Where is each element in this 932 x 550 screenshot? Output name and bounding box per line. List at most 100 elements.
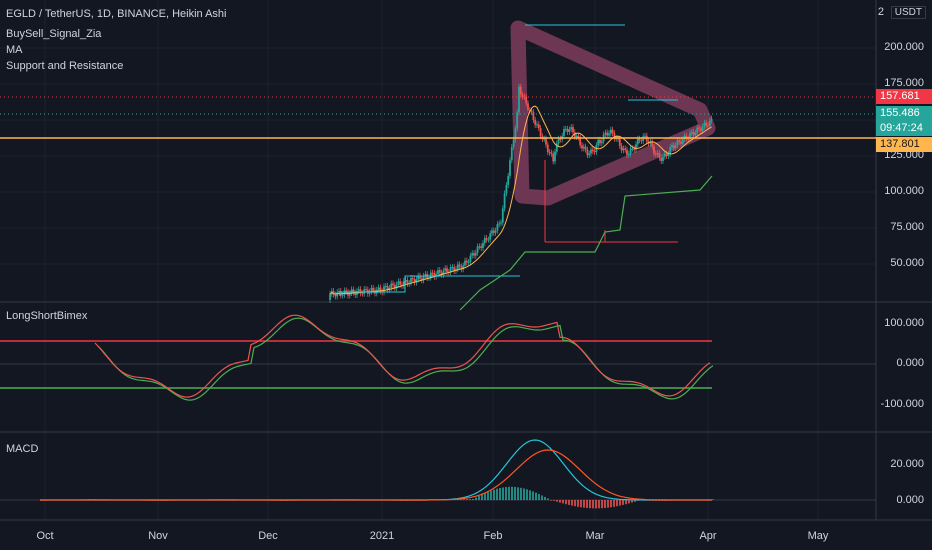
candle	[667, 154, 670, 157]
macd-bar	[520, 487, 522, 500]
candle	[456, 264, 459, 269]
candle	[417, 275, 420, 280]
candle	[424, 274, 427, 276]
candle	[554, 151, 556, 162]
currency-button[interactable]: USDT	[890, 6, 926, 19]
candle	[501, 208, 504, 223]
candle	[710, 118, 713, 121]
candle	[420, 278, 423, 281]
candle	[626, 149, 628, 155]
candle	[379, 287, 382, 292]
macd-bar	[634, 500, 636, 502]
candle	[604, 132, 607, 135]
macd-bar	[622, 500, 624, 505]
macd-bar	[556, 500, 558, 502]
candle	[608, 133, 610, 136]
candle	[618, 138, 621, 146]
candle	[530, 110, 533, 113]
macd-bar	[475, 497, 477, 500]
macd-bar	[586, 500, 588, 508]
symbol-title[interactable]: EGLD / TetherUS, 1D, BINANCE, Heikin Ash…	[6, 8, 227, 20]
candle	[649, 142, 652, 144]
candle	[674, 145, 677, 149]
candle	[487, 239, 490, 241]
candle	[514, 128, 517, 140]
time-label: Feb	[483, 530, 503, 542]
macd-bar	[523, 488, 525, 500]
macd-bar	[604, 500, 606, 508]
candle	[411, 278, 414, 280]
price-tick: 100.000	[884, 185, 924, 197]
candle	[606, 132, 609, 136]
osc-tick: -100.000	[880, 398, 924, 410]
macd-bar	[505, 487, 507, 500]
candle	[708, 120, 711, 126]
candle	[519, 86, 522, 95]
candle	[494, 230, 497, 233]
candle	[518, 86, 520, 113]
candle	[431, 272, 434, 274]
candle	[573, 132, 576, 137]
candle	[557, 138, 560, 144]
candle	[572, 127, 574, 133]
candle	[406, 279, 409, 284]
candle	[338, 291, 340, 293]
candle	[498, 223, 501, 225]
candle	[359, 289, 362, 294]
candle	[483, 238, 486, 244]
macd-bar	[463, 499, 465, 500]
candle	[629, 148, 632, 154]
candle	[550, 152, 553, 154]
candle	[620, 145, 623, 151]
candle	[545, 138, 547, 145]
candle	[465, 260, 468, 263]
candle	[582, 146, 585, 149]
candle	[568, 129, 571, 132]
candle	[496, 224, 499, 231]
oscillator-title[interactable]: LongShortBimex	[6, 310, 88, 322]
candle	[644, 135, 646, 137]
candle	[491, 230, 493, 234]
candle	[665, 153, 668, 157]
macd-bar	[550, 500, 552, 501]
candle	[460, 266, 463, 270]
macd-bar	[511, 486, 513, 500]
macd-bar	[601, 500, 603, 509]
candle	[370, 287, 373, 292]
candle	[438, 270, 441, 273]
candle	[482, 243, 484, 248]
candle	[469, 255, 472, 262]
candle	[640, 140, 643, 142]
candle	[392, 283, 394, 286]
candle	[662, 156, 664, 161]
price-tick: 125.000	[884, 149, 924, 161]
candle	[600, 141, 603, 144]
macd-bar	[580, 500, 582, 508]
candle	[579, 137, 582, 146]
candle	[539, 128, 542, 137]
candle	[546, 144, 549, 152]
candle	[489, 233, 492, 240]
candle	[676, 140, 679, 146]
candle	[681, 139, 684, 144]
indicator-ma[interactable]: MA	[6, 44, 23, 56]
candle	[464, 260, 466, 266]
candle	[584, 146, 587, 150]
indicator-buysell[interactable]: BuySell_Signal_Zia	[6, 28, 102, 40]
indicator-support-resistance[interactable]: Support and Resistance	[6, 60, 124, 72]
macd-bar	[490, 490, 492, 500]
candle	[395, 284, 398, 289]
candle	[384, 285, 387, 287]
time-label: May	[807, 530, 829, 542]
macd-title[interactable]: MACD	[6, 443, 39, 455]
candle	[678, 140, 681, 142]
candle	[699, 128, 702, 131]
candle	[440, 272, 443, 275]
candle	[404, 279, 407, 282]
macd-bar	[478, 495, 480, 500]
candle	[512, 139, 515, 148]
macd-bar	[574, 500, 576, 507]
macd-bar	[610, 500, 612, 508]
macd-bar	[712, 499, 714, 500]
